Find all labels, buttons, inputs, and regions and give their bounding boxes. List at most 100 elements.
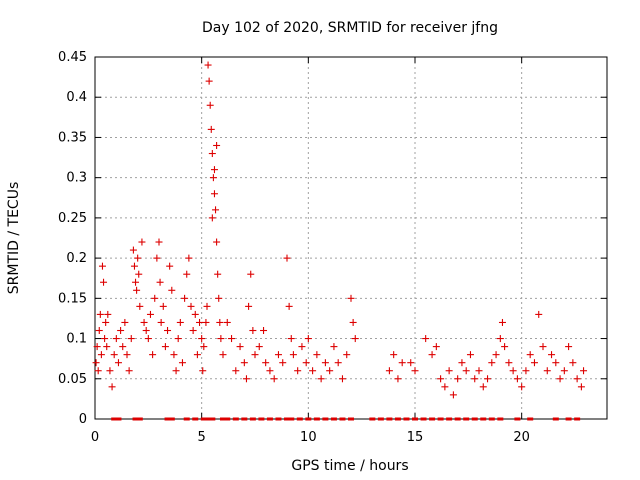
data-point <box>240 359 248 367</box>
data-point <box>172 367 180 375</box>
data-point <box>522 367 530 375</box>
data-point <box>204 61 212 69</box>
data-point <box>185 254 193 262</box>
data-point <box>98 262 106 270</box>
data-point <box>117 327 125 335</box>
data-point <box>334 359 342 367</box>
data-point <box>232 367 240 375</box>
x-tick-label: 10 <box>300 430 317 445</box>
data-point <box>552 359 560 367</box>
data-point <box>138 238 146 246</box>
x-axis-label: GPS time / hours <box>291 458 408 474</box>
data-point <box>217 335 225 343</box>
data-point <box>411 367 419 375</box>
data-point <box>187 302 195 310</box>
data-point <box>94 367 102 375</box>
data-point <box>114 359 122 367</box>
data-point <box>213 238 221 246</box>
data-point <box>97 351 105 359</box>
data-point <box>214 270 222 278</box>
data-point <box>458 359 466 367</box>
data-point <box>157 318 165 326</box>
data-point <box>255 343 263 351</box>
data-point <box>338 375 346 383</box>
data-point <box>313 351 321 359</box>
data-point <box>170 351 178 359</box>
data-point <box>208 150 216 158</box>
data-point <box>518 383 526 391</box>
data-point <box>176 318 184 326</box>
data-point <box>539 343 547 351</box>
data-point <box>96 310 104 318</box>
data-point <box>398 359 406 367</box>
data-point <box>501 343 509 351</box>
data-point <box>135 270 143 278</box>
data-point <box>168 286 176 294</box>
data-point <box>428 351 436 359</box>
data-point <box>304 335 312 343</box>
data-point <box>125 367 133 375</box>
data-point <box>102 318 110 326</box>
data-point <box>249 327 257 335</box>
data-point <box>156 278 164 286</box>
data-point <box>466 351 474 359</box>
data-point <box>129 246 137 254</box>
data-point <box>206 101 214 109</box>
chart-title: Day 102 of 2020, SRMTID for receiver jfn… <box>202 20 498 36</box>
data-point <box>136 302 144 310</box>
data-point <box>471 375 479 383</box>
x-axis-ticks: 0 5 10 15 20 <box>91 57 530 445</box>
data-point <box>287 335 295 343</box>
data-point <box>488 359 496 367</box>
data-point <box>479 383 487 391</box>
data-point <box>134 254 142 262</box>
data-point <box>573 375 581 383</box>
data-point <box>223 318 231 326</box>
data-point <box>199 367 207 375</box>
data-point <box>189 327 197 335</box>
y-tick-label: 0.35 <box>58 130 87 145</box>
data-point <box>146 310 154 318</box>
data-point <box>92 359 100 367</box>
data-point <box>347 294 355 302</box>
grid <box>95 57 607 419</box>
data-point <box>279 359 287 367</box>
plot-frame <box>94 56 608 420</box>
data-point <box>262 359 270 367</box>
data-point <box>274 351 282 359</box>
data-point <box>103 343 111 351</box>
data-point <box>445 367 453 375</box>
data-point <box>526 351 534 359</box>
data-point <box>422 335 430 343</box>
data-point <box>178 359 186 367</box>
data-point <box>110 351 118 359</box>
data-point <box>298 343 306 351</box>
data-point <box>330 343 338 351</box>
data-point <box>164 327 172 335</box>
data-point <box>209 174 217 182</box>
data-point <box>505 359 513 367</box>
data-point <box>294 367 302 375</box>
data-point <box>543 367 551 375</box>
y-tick-label: 0.2 <box>66 251 87 266</box>
data-point <box>200 343 208 351</box>
data-point <box>123 351 131 359</box>
data-point <box>289 351 297 359</box>
data-point <box>251 351 259 359</box>
data-point <box>198 335 206 343</box>
data-point <box>492 351 500 359</box>
data-point <box>349 318 357 326</box>
data-point <box>149 351 157 359</box>
x-tick-label: 0 <box>91 430 99 445</box>
y-tick-label: 0 <box>79 412 87 427</box>
data-point <box>196 318 204 326</box>
y-tick-label: 0.15 <box>58 291 87 306</box>
data-point <box>93 343 101 351</box>
data-point <box>161 343 169 351</box>
y-tick-label: 0.05 <box>58 372 87 387</box>
data-point <box>449 391 457 399</box>
y-tick-label: 0.4 <box>66 90 87 105</box>
data-point <box>236 343 244 351</box>
data-point <box>498 318 506 326</box>
data-point <box>215 294 223 302</box>
